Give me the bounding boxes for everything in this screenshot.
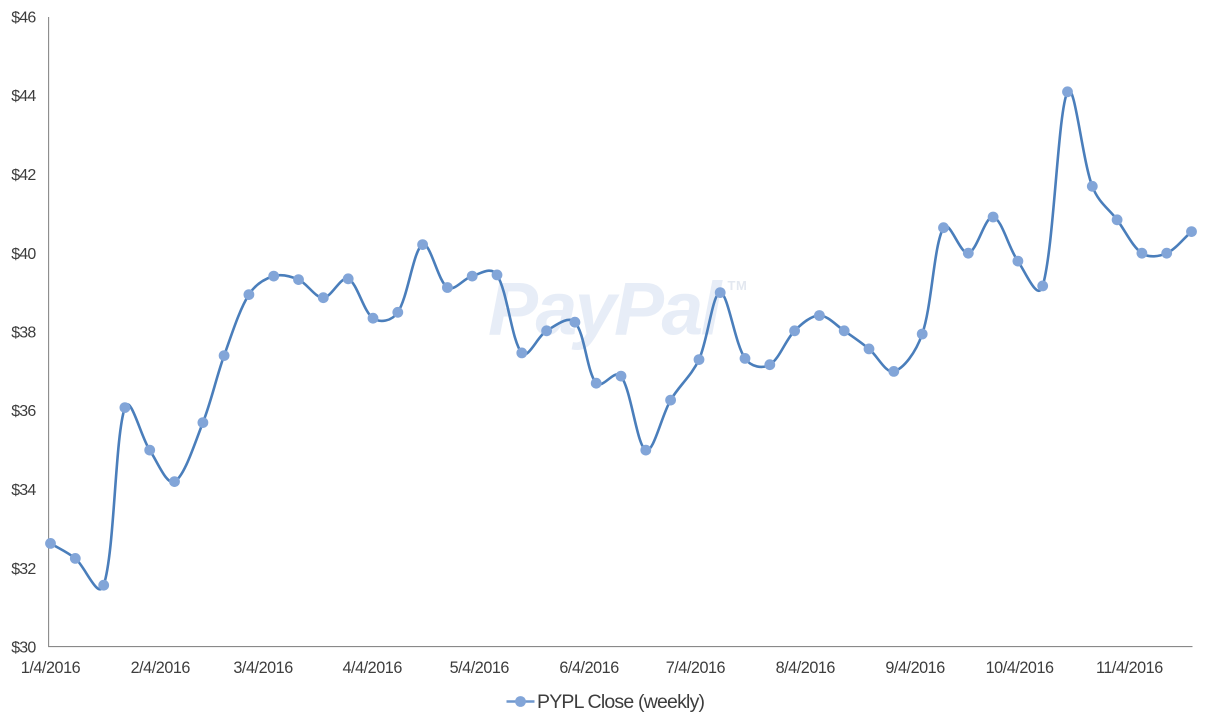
svg-text:6/4/2016: 6/4/2016 bbox=[559, 659, 619, 677]
svg-text:5/4/2016: 5/4/2016 bbox=[450, 659, 510, 677]
svg-text:$46: $46 bbox=[11, 10, 36, 27]
svg-text:PYPL Close (weekly): PYPL Close (weekly) bbox=[537, 691, 705, 713]
svg-text:$32: $32 bbox=[11, 561, 36, 578]
svg-text:$30: $30 bbox=[11, 640, 36, 657]
svg-text:$34: $34 bbox=[11, 482, 36, 499]
svg-text:$40: $40 bbox=[11, 246, 36, 263]
svg-text:7/4/2016: 7/4/2016 bbox=[666, 659, 726, 677]
svg-text:1/4/2016: 1/4/2016 bbox=[21, 659, 81, 677]
svg-text:PayPal: PayPal bbox=[488, 267, 724, 351]
svg-text:$38: $38 bbox=[11, 325, 36, 342]
svg-text:11/4/2016: 11/4/2016 bbox=[1096, 659, 1163, 677]
svg-text:4/4/2016: 4/4/2016 bbox=[342, 659, 402, 677]
svg-text:9/4/2016: 9/4/2016 bbox=[885, 659, 945, 677]
svg-text:8/4/2016: 8/4/2016 bbox=[776, 659, 836, 677]
svg-text:$36: $36 bbox=[11, 403, 36, 420]
svg-text:$42: $42 bbox=[11, 167, 36, 184]
svg-text:TM: TM bbox=[728, 278, 748, 293]
svg-text:3/4/2016: 3/4/2016 bbox=[233, 659, 293, 677]
svg-text:10/4/2016: 10/4/2016 bbox=[986, 659, 1054, 677]
svg-text:$44: $44 bbox=[11, 88, 36, 105]
svg-text:2/4/2016: 2/4/2016 bbox=[131, 659, 191, 677]
